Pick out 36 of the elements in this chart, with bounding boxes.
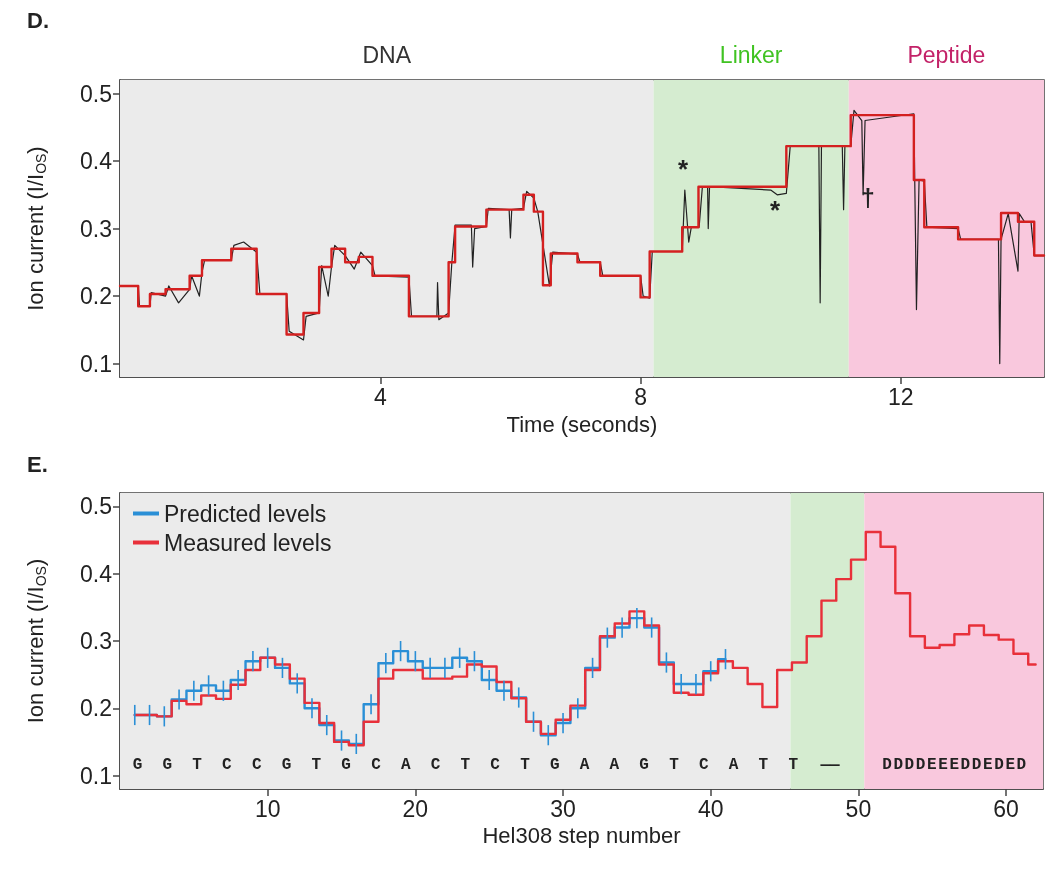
band-label: DNA	[362, 41, 412, 68]
x-axis-title: Hel308 step number	[482, 823, 681, 849]
y-tick-label: 0.5	[80, 493, 112, 520]
legend-label: Measured levels	[164, 529, 332, 556]
x-tick-label: 50	[845, 795, 872, 822]
y-tick-label: 0.4	[80, 560, 113, 587]
legend-label: Predicted levels	[164, 500, 327, 527]
x-tick-label: 30	[550, 795, 576, 822]
y-tick-label: 0.3	[80, 628, 112, 654]
x-tick-label: 12	[888, 383, 914, 410]
x-tick-label: 8	[634, 383, 647, 410]
y-axis-title: Ion current (I/IOS)	[22, 146, 49, 311]
band-label: Linker	[719, 41, 783, 68]
y-tick-label: 0.1	[80, 762, 112, 789]
y-tick-label: 0.4	[80, 148, 113, 175]
y-tick-label: 0.2	[80, 283, 112, 310]
annotation: *	[767, 198, 783, 228]
y-tick-label: 0.2	[80, 695, 112, 722]
x-tick-label: 20	[402, 795, 429, 822]
chart-title: D.	[27, 7, 49, 33]
x-axis-title: Time (seconds)	[506, 411, 658, 437]
chart-title: E.	[27, 451, 48, 477]
y-tick-label: 0.1	[80, 350, 112, 377]
annotation: †	[860, 186, 876, 213]
y-tick-label: 0.3	[80, 215, 112, 242]
y-axis-title: Ion current (I/IOS)	[22, 558, 49, 724]
annotation: *	[675, 157, 691, 187]
x-tick-label: 40	[697, 795, 724, 822]
x-tick-label: 60	[993, 795, 1019, 822]
y-tick-label: 0.5	[80, 80, 112, 107]
x-tick-label: 10	[254, 795, 281, 822]
annotation: ——	[820, 756, 840, 774]
annotation: G G T C C G T G C A C T C T G A A G T C A T T	[132, 756, 804, 774]
band-label: Peptide	[907, 41, 986, 68]
annotation: DDDDEEEDDEDED	[882, 756, 1028, 774]
x-tick-label: 4	[373, 383, 387, 410]
